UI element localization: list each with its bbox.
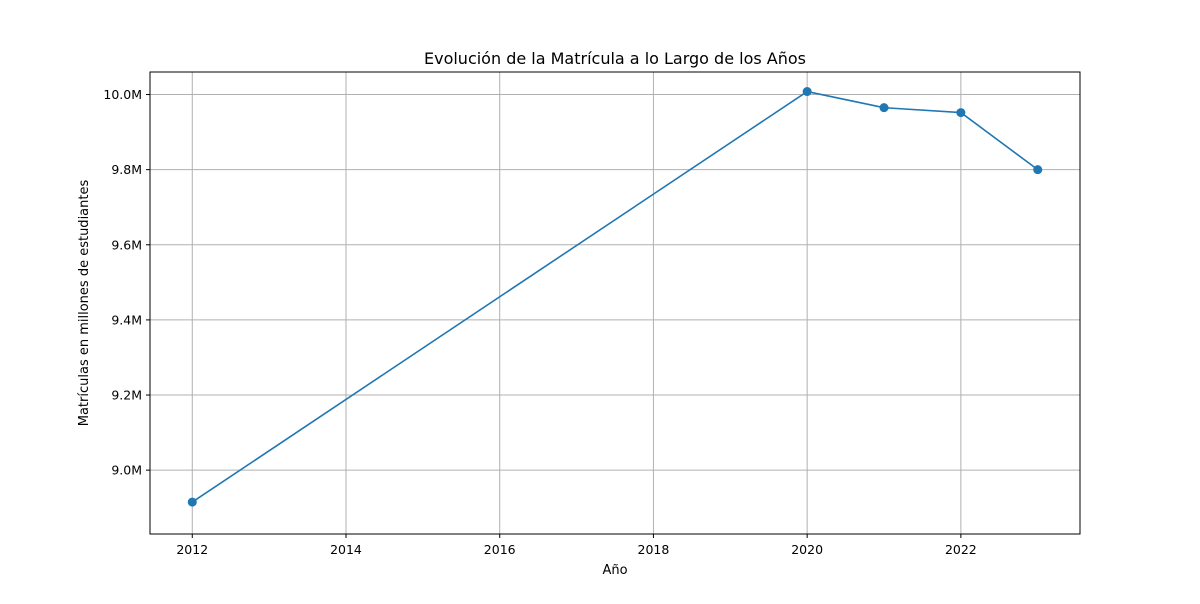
- y-tick-label: 10.0M: [103, 87, 142, 102]
- chart-title: Evolución de la Matrícula a lo Largo de …: [424, 49, 806, 68]
- data-point: [1033, 165, 1043, 175]
- data-point: [879, 103, 889, 113]
- y-tick-label: 9.4M: [111, 312, 142, 327]
- y-axis-ticks: 9.0M 9.2M 9.4M 9.6M 9.8M 10.0M: [103, 87, 150, 478]
- x-axis-label: Año: [602, 563, 627, 578]
- data-point: [802, 87, 812, 97]
- y-tick-label: 9.0M: [111, 463, 142, 478]
- x-axis-ticks: 2012 2014 2016 2018 2020 2022: [176, 534, 977, 557]
- x-tick-label: 2022: [945, 542, 977, 557]
- data-point: [187, 497, 197, 507]
- x-tick-label: 2012: [176, 542, 208, 557]
- data-point: [956, 108, 966, 118]
- y-axis-label: Matrículas en millones de estudiantes: [77, 180, 92, 427]
- x-tick-label: 2016: [484, 542, 516, 557]
- grid-lines: [150, 72, 1080, 534]
- x-tick-label: 2014: [330, 542, 362, 557]
- data-series: [187, 87, 1043, 507]
- x-tick-label: 2018: [638, 542, 670, 557]
- y-tick-label: 9.8M: [111, 162, 142, 177]
- y-tick-label: 9.2M: [111, 388, 142, 403]
- plot-area-frame: [149, 71, 1081, 535]
- x-tick-label: 2020: [791, 542, 823, 557]
- y-tick-label: 9.6M: [111, 237, 142, 252]
